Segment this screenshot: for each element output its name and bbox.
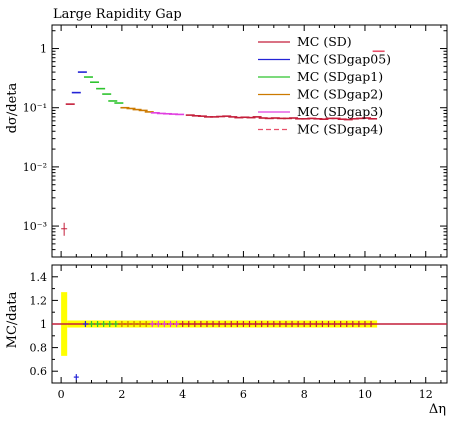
x-tick-label: 4 — [179, 388, 186, 401]
main-y-axis-label: dσ/deta — [5, 82, 20, 133]
ratio-y-tick-label: 1.4 — [30, 271, 48, 284]
legend-label: MC (SDgap3) — [297, 104, 383, 119]
ratio-y-tick-label: 1.2 — [30, 294, 48, 307]
x-tick-label: 8 — [301, 388, 308, 401]
x-tick-label: 0 — [58, 388, 65, 401]
x-tick-label: 6 — [240, 388, 247, 401]
x-axis-label: Δη — [429, 402, 446, 417]
y-tick-label: 10⁻³ — [23, 220, 47, 233]
legend-label: MC (SDgap4) — [297, 122, 383, 137]
ratio-axis-ticks: 0 2 4 6 8 10 12 0.6 0.8 1 1.2 1.4 — [30, 264, 447, 401]
legend: MC (SD) MC (SDgap05) MC (SDgap1) MC (SDgap2… — [258, 34, 391, 137]
main-panel: 1 10⁻¹ 10⁻² 10⁻³ MC (SD) MC (SDgap05) MC (SDg… — [5, 24, 448, 258]
ratio-y-axis-label: MC/data — [5, 291, 20, 348]
y-tick-label: 1 — [40, 43, 47, 56]
main-plot-frame — [51, 24, 448, 258]
ratio-y-tick-label: 0.6 — [30, 365, 48, 378]
x-tick-label: 12 — [419, 388, 433, 401]
legend-label: MC (SD) — [297, 34, 352, 49]
ratio-y-tick-label: 0.8 — [30, 342, 48, 355]
main-axis-ticks: 1 10⁻¹ 10⁻² 10⁻³ — [23, 25, 447, 258]
x-tick-label: 2 — [118, 388, 125, 401]
chart-title: Large Rapidity Gap — [53, 7, 182, 22]
x-tick-label: 10 — [358, 388, 372, 401]
ratio-y-tick-label: 1 — [40, 318, 47, 331]
y-tick-label: 10⁻¹ — [23, 102, 47, 115]
main-series-group — [61, 50, 385, 236]
ratio-series-group — [52, 321, 447, 381]
legend-label: MC (SDgap1) — [297, 69, 383, 84]
y-tick-label: 10⁻² — [23, 161, 47, 174]
legend-label: MC (SDgap2) — [297, 87, 383, 102]
legend-label: MC (SDgap05) — [297, 52, 391, 67]
ratio-panel: 0 2 4 6 8 10 12 0.6 0.8 1 1.2 1.4 MC/data — [5, 264, 448, 401]
